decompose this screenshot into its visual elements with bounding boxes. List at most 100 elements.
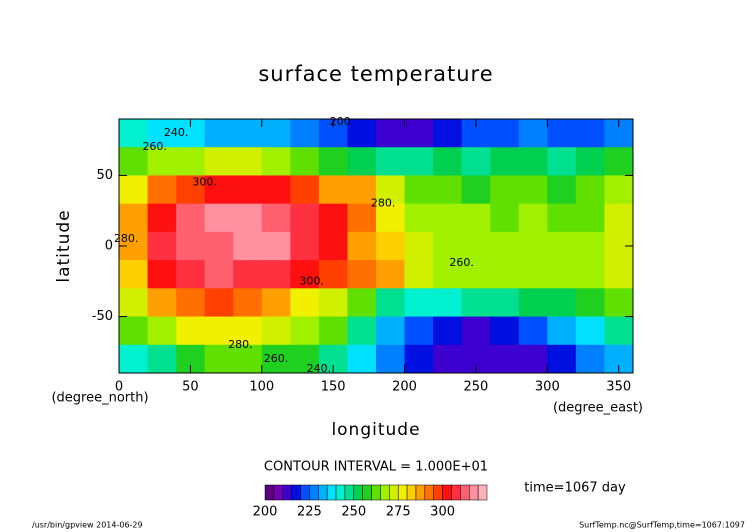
x-tick-label: 100: [249, 380, 274, 395]
field-cell: [604, 175, 634, 205]
field-cell: [176, 147, 206, 176]
field-cell: [233, 288, 263, 318]
field-cell: [290, 203, 320, 233]
field-cell: [518, 316, 548, 346]
colorbar-box: [389, 484, 399, 501]
field-cell: [204, 260, 234, 289]
field-cell: [404, 147, 434, 176]
colorbar-box: [353, 484, 363, 501]
field-cell: [575, 119, 605, 148]
footer-right: SurfTemp.nc@SurfTemp,time=1067:1097: [579, 521, 745, 530]
field-cell: [604, 203, 634, 233]
footer-left: /usr/bin/gpview 2014-06-29: [32, 521, 143, 530]
colorbar-box: [309, 484, 319, 501]
field-cell: [604, 260, 634, 289]
field-cell: [119, 316, 149, 346]
field-cell: [376, 288, 406, 318]
colorbar-box: [326, 484, 337, 501]
field-cell: [376, 147, 406, 176]
contour-interval: CONTOUR INTERVAL = 1.000E+01: [264, 460, 488, 475]
field-cell: [604, 288, 634, 318]
field-cell: [433, 147, 463, 176]
field-cell: [604, 147, 634, 176]
field-cell: [204, 175, 234, 205]
field-cell: [290, 231, 320, 261]
field-cell: [204, 288, 234, 318]
field-cell: [433, 203, 463, 233]
field-cell: [318, 260, 348, 289]
field-cell: [547, 316, 577, 346]
colorbar-tick-label: 275: [386, 505, 411, 520]
field-cell: [204, 203, 234, 233]
field-cell: [119, 119, 149, 148]
colorbar-box: [442, 484, 452, 501]
field-cell: [376, 316, 406, 346]
field-cell: [347, 344, 377, 374]
field-cell: [147, 344, 177, 374]
colorbar-box: [460, 484, 470, 501]
field-cell: [204, 344, 234, 374]
field-cell: [261, 344, 291, 374]
field-cell: [119, 288, 149, 318]
field-cell: [604, 316, 634, 346]
field-cell: [347, 119, 377, 148]
field-cell: [119, 260, 149, 289]
field-cell: [290, 260, 320, 289]
field-cell: [461, 203, 491, 233]
field-cell: [575, 231, 605, 261]
field-cell: [147, 260, 177, 289]
field-cell: [233, 344, 263, 374]
field-cell: [461, 288, 491, 318]
field-cell: [518, 203, 548, 233]
contour-label: 280.: [114, 232, 139, 245]
field-cell: [490, 147, 520, 176]
field-cell: [119, 344, 149, 374]
field-cell: [547, 119, 577, 148]
field-cell: [233, 147, 263, 176]
field-cell: [233, 316, 263, 346]
field-cell: [518, 231, 548, 261]
field-cell: [261, 147, 291, 176]
colorbar-box: [371, 484, 381, 501]
colorbar-box: [397, 484, 408, 501]
field-cell: [204, 119, 234, 148]
field-cell: [318, 231, 348, 261]
field-cell: [433, 288, 463, 318]
field-cell: [376, 119, 406, 148]
colorbar-box: [318, 484, 328, 501]
y-unit: (degree_north): [51, 391, 148, 406]
field-cell: [433, 344, 463, 374]
field-cell: [575, 260, 605, 289]
field-cell: [490, 175, 520, 205]
field-cell: [433, 119, 463, 148]
field-cell: [147, 119, 177, 148]
field-cell: [575, 203, 605, 233]
field-cell: [376, 260, 406, 289]
field-cell: [290, 316, 320, 346]
field-cell: [547, 288, 577, 318]
field-cell: [461, 175, 491, 205]
field-cell: [347, 147, 377, 176]
field-cell: [518, 260, 548, 289]
field-cell: [347, 316, 377, 346]
field-cell: [347, 288, 377, 318]
contour-label: 260.: [264, 352, 289, 365]
field-cell: [318, 288, 348, 318]
field-cell: [290, 344, 320, 374]
x-tick-label: 0: [115, 380, 123, 395]
field-cell: [290, 288, 320, 318]
field-cell: [547, 231, 577, 261]
field-cell: [119, 147, 149, 176]
field-cell: [376, 203, 406, 233]
colorbar-tick-label: 250: [341, 505, 366, 520]
field-cell: [261, 119, 291, 148]
field-cell: [547, 344, 577, 374]
field-cell: [261, 288, 291, 318]
field-cell: [176, 203, 206, 233]
field-cell: [518, 119, 548, 148]
field-cell: [575, 344, 605, 374]
field-cell: [347, 260, 377, 289]
colorbar-box: [451, 484, 461, 501]
colorbar-box: [424, 484, 434, 501]
